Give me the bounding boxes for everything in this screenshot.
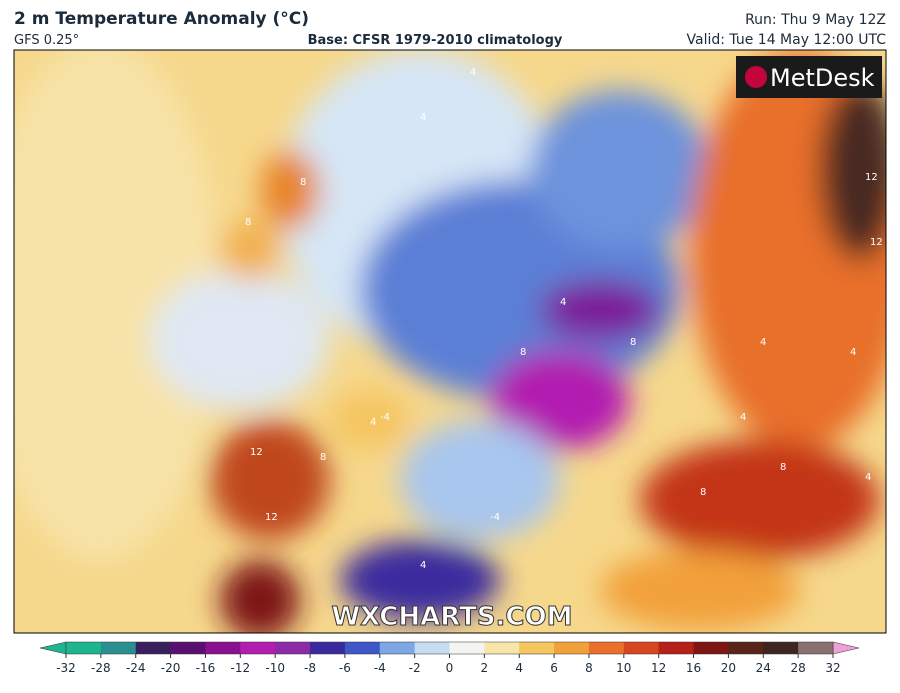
colorbar-segment (66, 642, 102, 654)
colorbar-tick-label: 16 (686, 661, 701, 675)
colorbar-tick-label: 12 (651, 661, 666, 675)
colorbar-segment (728, 642, 764, 654)
colorbar-segment (449, 642, 485, 654)
colorbar-segment (484, 642, 520, 654)
colorbar-extend-low (39, 641, 67, 655)
colorbar-tick-label: 24 (756, 661, 771, 675)
contour-label: -4 (380, 412, 390, 423)
colorbar-segment (275, 642, 311, 654)
contour-label: 4 (740, 412, 746, 423)
colorbar-tick-label: 4 (515, 661, 523, 675)
contour-label: 8 (320, 452, 326, 463)
colorbar-segment (379, 642, 416, 654)
contour-label: 4 (760, 337, 766, 348)
colorbar-tick-label: 28 (790, 661, 805, 675)
valid: Valid: Tue 14 May 12:00 UTC (687, 32, 887, 48)
colorbar-segment (693, 642, 729, 654)
contour-label: 8 (245, 217, 251, 228)
contour-label: 4 (370, 417, 376, 428)
colorbar-tick-label: -12 (231, 661, 251, 675)
colorbar-segment (658, 642, 695, 654)
colorbar-tick-label: -20 (161, 661, 181, 675)
colorbar-tick-label: -24 (126, 661, 146, 675)
logo: MetDesk (770, 64, 875, 92)
colorbar-tick-label: 20 (721, 661, 736, 675)
contour-label: 4 (470, 67, 476, 78)
colorbar-segment (170, 642, 206, 654)
colorbar-tick-label: 2 (481, 661, 489, 675)
colorbar-tick-label: 8 (585, 661, 593, 675)
contour-label: 12 (265, 512, 278, 523)
contour-label: 12 (865, 172, 878, 183)
colorbar-segment (554, 642, 590, 654)
colorbar-tick-label: -16 (196, 661, 216, 675)
colorbar-tick-label: -28 (91, 661, 111, 675)
contour-label: 8 (520, 347, 526, 358)
colorbar-tick-label: 6 (550, 661, 558, 675)
colorbar-tick-label: -4 (374, 661, 386, 675)
contour-label: 8 (700, 487, 706, 498)
colorbar-segment (798, 642, 834, 654)
colorbar: -32 -28 -24 -20 -16 -12 -10 -8 -6 -4 -2 0 2 4 6 8 10 12 16… (39, 641, 860, 675)
colorbar-segment (414, 642, 450, 654)
contour-label: 8 (300, 177, 306, 188)
colorbar-tick-label: 0 (446, 661, 454, 675)
contour-label: 4 (850, 347, 856, 358)
colorbar-segment (519, 642, 555, 654)
colorbar-tick-label: -10 (265, 661, 285, 675)
colorbar-extend-high (832, 641, 860, 655)
colorbar-segment (344, 642, 381, 654)
colorbar-segment (623, 642, 660, 654)
colorbar-tick-label: -8 (304, 661, 316, 675)
map: 4 4 8 8 12 12 8 4 4 8 8 12 4 4 8 4 8 12 4 -4 -4 4 (14, 50, 886, 633)
colorbar-segment (588, 642, 625, 654)
title: 2 m Temperature Anomaly (°C) (14, 9, 309, 29)
contour-label: 4 (560, 297, 566, 308)
contour-label: 4 (420, 560, 426, 571)
contour-label: -4 (490, 512, 500, 523)
map-frame (13, 49, 887, 634)
colorbar-segment (240, 642, 276, 654)
contour-label: 12 (870, 237, 883, 248)
contour-label: 12 (250, 447, 263, 458)
colorbar-tick-label: -6 (339, 661, 351, 675)
contour-label: 4 (420, 112, 426, 123)
colorbar-segment (310, 642, 346, 654)
base: Base: CFSR 1979-2010 climatology (308, 33, 563, 48)
colorbar-segment (205, 642, 241, 654)
colorbar-tick-label: -32 (56, 661, 76, 675)
model: GFS 0.25° (14, 33, 79, 48)
contour-label: 8 (630, 337, 636, 348)
colorbar-segment (135, 642, 172, 654)
contour-label: 8 (780, 462, 786, 473)
contour-label: 4 (865, 472, 871, 483)
colorbar-segment (763, 642, 799, 654)
colorbar-tick-label: 32 (825, 661, 840, 675)
colorbar-tick-label: -2 (409, 661, 421, 675)
watermark: WXCHARTS.COM (331, 602, 572, 632)
colorbar-tick-label: 10 (616, 661, 631, 675)
anomaly-field (14, 50, 886, 633)
colorbar-segment (100, 642, 137, 654)
run: Run: Thu 9 May 12Z (745, 12, 886, 28)
logo-icon (745, 66, 767, 88)
